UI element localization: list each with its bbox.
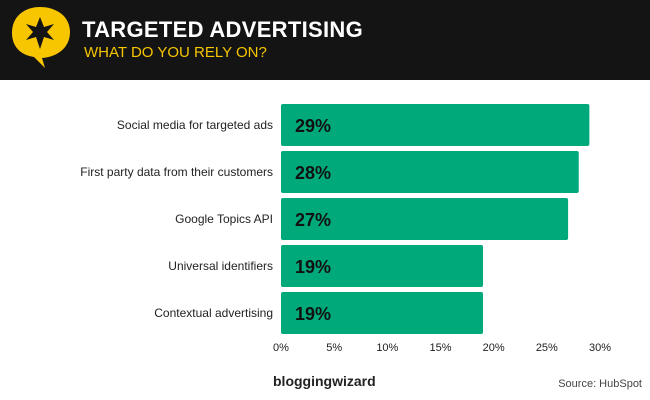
x-tick-label: 10% [376,342,398,354]
x-tick-label: 0% [273,342,289,354]
data-label: 19% [295,257,331,277]
bar [281,245,484,287]
star-speech-bubble-icon [12,7,70,68]
x-tick-label: 5% [326,342,342,354]
data-label: 28% [295,163,331,183]
x-tick-label: 30% [589,342,611,354]
x-tick-label: 15% [429,342,451,354]
x-tick-label: 25% [536,342,558,354]
category-label: First party data from their customers [80,165,273,179]
data-label: 19% [295,304,331,324]
header-banner [0,0,650,80]
category-label: Universal identifiers [168,259,273,273]
bar [281,151,579,193]
brand-logo: bloggingwizard [273,373,376,389]
category-label: Social media for targeted ads [117,118,273,132]
category-label: Google Topics API [175,212,273,226]
bar [281,198,569,240]
category-label: Contextual advertising [154,306,273,320]
source-note: Source: HubSpot [558,378,642,390]
chart-title: TARGETED ADVERTISING [82,17,364,42]
data-label: 29% [295,116,331,136]
chart-subtitle: WHAT DO YOU RELY ON? [84,44,267,61]
data-label: 27% [295,210,331,230]
x-tick-label: 20% [483,342,505,354]
bar [281,292,484,334]
bar [281,104,590,146]
